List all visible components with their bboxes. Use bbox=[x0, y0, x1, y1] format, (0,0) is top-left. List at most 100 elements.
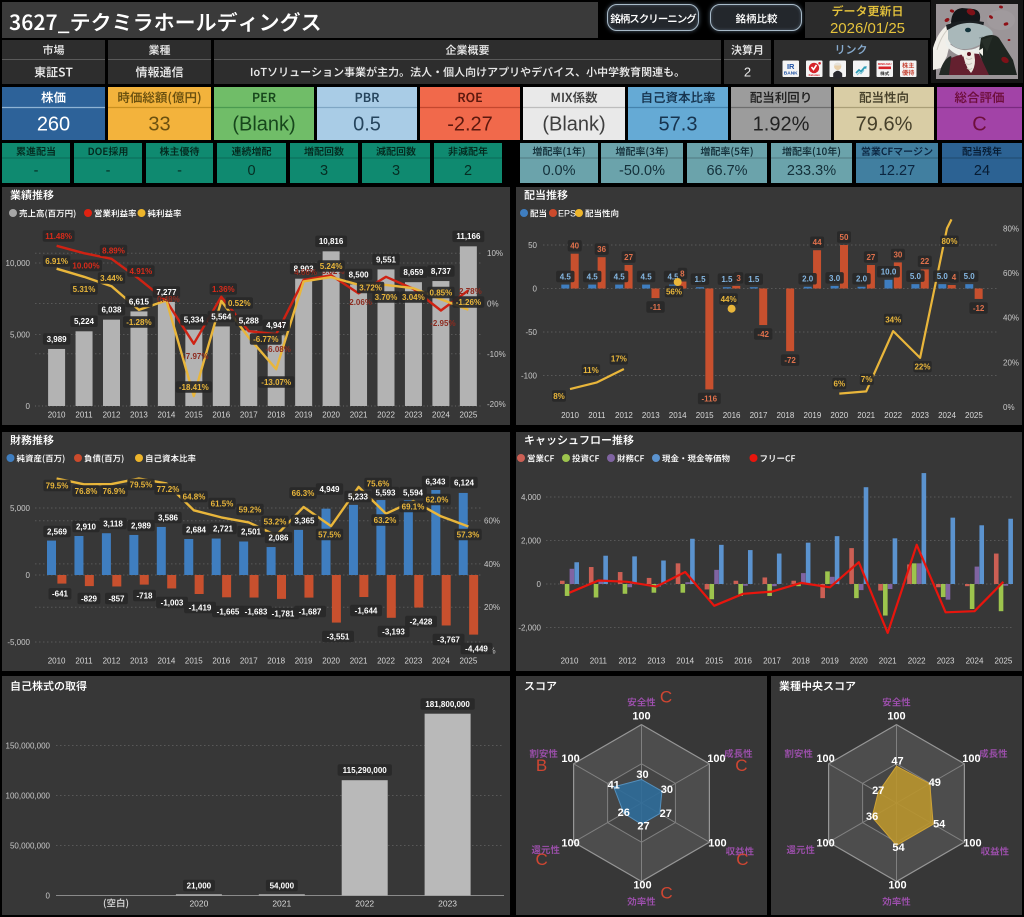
svg-text:0.0%: 0.0% bbox=[542, 163, 575, 179]
svg-text:6.91%: 6.91% bbox=[45, 257, 68, 266]
svg-text:4.91%: 4.91% bbox=[130, 267, 153, 276]
svg-text:-: - bbox=[34, 163, 39, 179]
svg-text:1.5: 1.5 bbox=[721, 275, 733, 284]
svg-text:7,277: 7,277 bbox=[156, 288, 177, 297]
svg-text:2023: 2023 bbox=[937, 657, 955, 666]
svg-text:3.0: 3.0 bbox=[829, 274, 841, 283]
svg-text:8,500: 8,500 bbox=[349, 270, 370, 279]
svg-text:56%: 56% bbox=[666, 287, 682, 296]
svg-text:100: 100 bbox=[561, 753, 579, 765]
svg-text:2: 2 bbox=[744, 65, 751, 80]
svg-text:260: 260 bbox=[37, 114, 70, 136]
svg-text:2021: 2021 bbox=[879, 657, 897, 666]
svg-text:12.27: 12.27 bbox=[879, 163, 915, 179]
svg-text:8,659: 8,659 bbox=[403, 268, 424, 277]
svg-text:30: 30 bbox=[661, 784, 673, 796]
svg-text:40%: 40% bbox=[1003, 314, 1019, 323]
svg-text:-3,551: -3,551 bbox=[327, 632, 350, 641]
svg-text:-42: -42 bbox=[757, 330, 769, 339]
svg-text:66.3%: 66.3% bbox=[292, 489, 315, 498]
svg-text:2011: 2011 bbox=[590, 657, 608, 666]
svg-text:3.04%: 3.04% bbox=[402, 293, 425, 302]
svg-text:100: 100 bbox=[561, 838, 579, 850]
svg-text:-50: -50 bbox=[525, 328, 537, 337]
svg-text:2017: 2017 bbox=[763, 657, 781, 666]
svg-text:100: 100 bbox=[816, 838, 834, 850]
svg-text:10%: 10% bbox=[487, 249, 503, 258]
svg-text:C: C bbox=[660, 688, 672, 707]
svg-text:-116: -116 bbox=[702, 394, 718, 403]
svg-text:76.9%: 76.9% bbox=[103, 487, 126, 496]
svg-text:24: 24 bbox=[974, 163, 990, 179]
svg-text:2025: 2025 bbox=[460, 411, 478, 420]
svg-text:2,989: 2,989 bbox=[131, 521, 152, 530]
svg-text:2017: 2017 bbox=[240, 411, 258, 420]
svg-text:59.2%: 59.2% bbox=[239, 505, 262, 514]
svg-text:C: C bbox=[735, 756, 747, 775]
svg-text:40: 40 bbox=[570, 242, 579, 251]
svg-text:11,166: 11,166 bbox=[456, 232, 481, 241]
svg-text:10.0: 10.0 bbox=[881, 268, 897, 277]
svg-text:2016: 2016 bbox=[212, 411, 230, 420]
svg-text:21,000: 21,000 bbox=[187, 881, 212, 890]
svg-text:C: C bbox=[535, 850, 547, 869]
svg-text:-10%: -10% bbox=[487, 350, 506, 359]
svg-text:57.3%: 57.3% bbox=[457, 530, 480, 539]
svg-text:3.70%: 3.70% bbox=[375, 293, 398, 302]
svg-text:2019: 2019 bbox=[804, 411, 822, 420]
svg-text:-50.0%: -50.0% bbox=[619, 163, 665, 179]
svg-text:44%: 44% bbox=[721, 295, 737, 304]
svg-text:2,684: 2,684 bbox=[186, 525, 207, 534]
svg-text:3.72%: 3.72% bbox=[359, 283, 382, 292]
svg-text:-1.28%: -1.28% bbox=[126, 318, 151, 327]
svg-text:2013: 2013 bbox=[130, 411, 148, 420]
svg-text:-2.95%: -2.95% bbox=[430, 319, 455, 328]
svg-text:0: 0 bbox=[46, 892, 51, 901]
svg-text:2018: 2018 bbox=[792, 657, 810, 666]
svg-text:2013: 2013 bbox=[130, 657, 148, 666]
svg-text:-6.77%: -6.77% bbox=[253, 335, 278, 344]
svg-text:5.24%: 5.24% bbox=[320, 262, 343, 271]
svg-text:4,947: 4,947 bbox=[266, 321, 287, 330]
svg-text:2018: 2018 bbox=[267, 657, 285, 666]
svg-text:2012: 2012 bbox=[103, 657, 121, 666]
svg-text:76.8%: 76.8% bbox=[75, 487, 98, 496]
svg-text:54: 54 bbox=[933, 819, 946, 831]
svg-text:36: 36 bbox=[597, 245, 606, 254]
svg-text:100: 100 bbox=[633, 880, 651, 892]
svg-text:5,593: 5,593 bbox=[375, 488, 396, 497]
svg-text:2,721: 2,721 bbox=[213, 524, 234, 533]
svg-text:30: 30 bbox=[893, 250, 902, 259]
svg-text:0.85%: 0.85% bbox=[430, 288, 453, 297]
svg-text:-718: -718 bbox=[136, 591, 153, 600]
svg-text:5,334: 5,334 bbox=[184, 316, 205, 325]
svg-text:B: B bbox=[536, 756, 547, 775]
svg-text:0.48%: 0.48% bbox=[157, 295, 180, 304]
svg-text:60%: 60% bbox=[1003, 269, 1019, 278]
svg-text:2020: 2020 bbox=[189, 899, 208, 909]
svg-text:5,288: 5,288 bbox=[239, 316, 260, 325]
svg-text:11%: 11% bbox=[583, 366, 599, 375]
svg-text:0: 0 bbox=[537, 580, 542, 589]
svg-text:6,038: 6,038 bbox=[101, 306, 122, 315]
svg-text:100: 100 bbox=[708, 838, 726, 850]
svg-text:-7.97%: -7.97% bbox=[183, 352, 208, 361]
svg-text:79.5%: 79.5% bbox=[130, 480, 153, 489]
svg-text:2010: 2010 bbox=[48, 657, 66, 666]
svg-text:-2,000: -2,000 bbox=[518, 624, 541, 633]
svg-text:-12: -12 bbox=[973, 304, 985, 313]
svg-text:100,000,000: 100,000,000 bbox=[6, 792, 51, 801]
svg-text:49: 49 bbox=[929, 777, 941, 789]
svg-text:(Blank): (Blank) bbox=[542, 114, 605, 136]
svg-text:0.52%: 0.52% bbox=[228, 299, 251, 308]
svg-text:0: 0 bbox=[26, 571, 31, 580]
svg-text:-100: -100 bbox=[521, 372, 538, 381]
svg-text:2025: 2025 bbox=[995, 657, 1013, 666]
svg-text:57.3: 57.3 bbox=[659, 114, 698, 136]
svg-text:-13.07%: -13.07% bbox=[261, 378, 291, 387]
svg-text:60%: 60% bbox=[484, 517, 500, 526]
svg-text:5.0: 5.0 bbox=[937, 272, 949, 281]
svg-text:3,365: 3,365 bbox=[294, 516, 315, 525]
svg-text:2019: 2019 bbox=[821, 657, 839, 666]
svg-text:27: 27 bbox=[624, 253, 633, 262]
